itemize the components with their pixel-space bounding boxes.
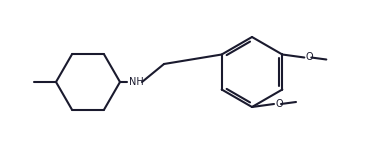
Text: O: O	[275, 99, 283, 109]
Text: O: O	[305, 52, 313, 63]
Text: NH: NH	[129, 77, 144, 87]
